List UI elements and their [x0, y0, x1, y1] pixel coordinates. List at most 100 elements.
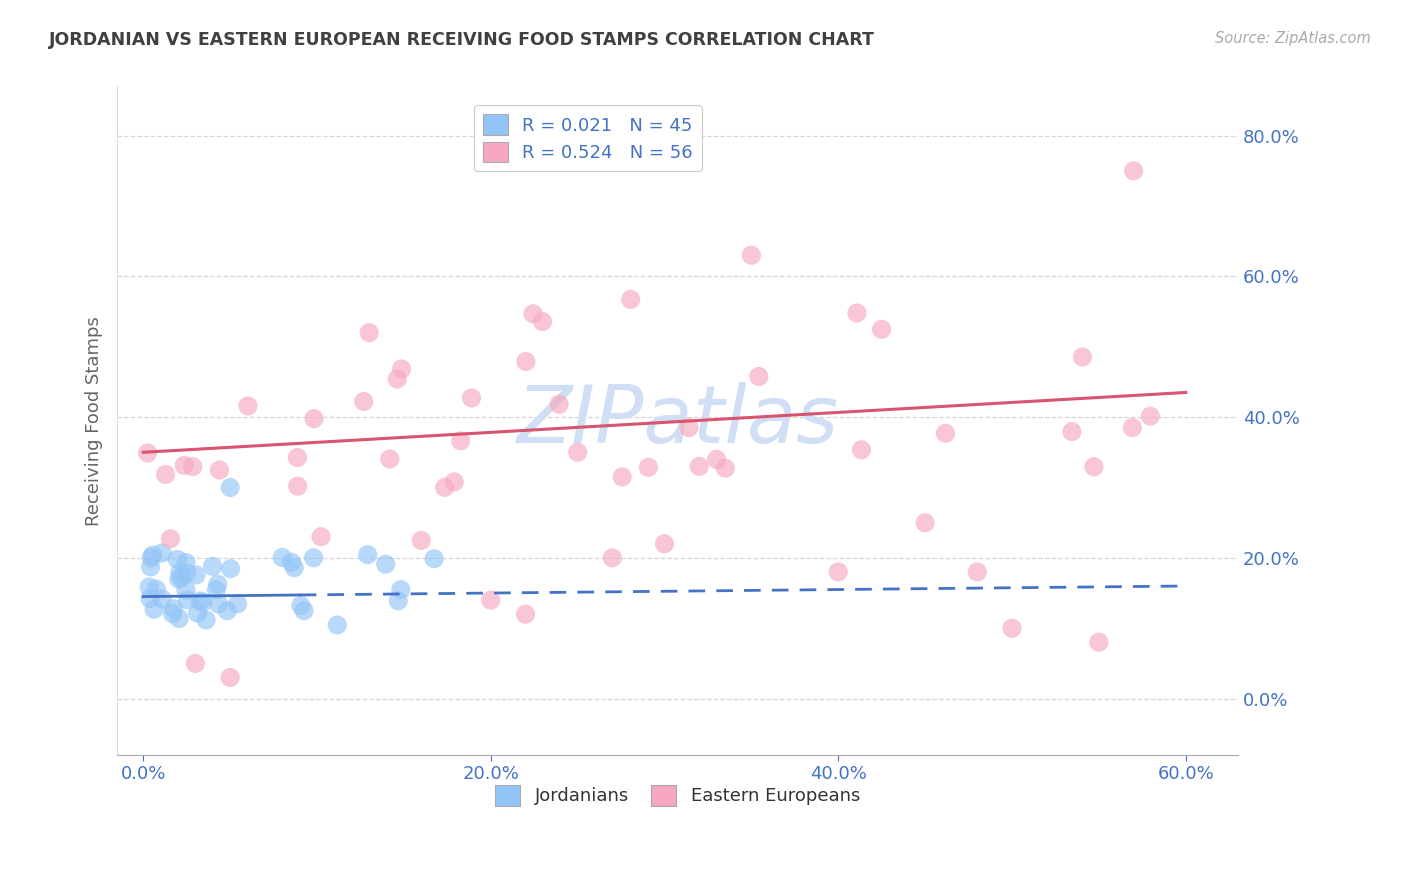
Point — [170, 571, 193, 585]
Point — [167, 611, 190, 625]
Point — [141, 550, 163, 565]
Point — [169, 566, 191, 580]
Point — [138, 580, 160, 594]
Point — [387, 594, 409, 608]
Point — [201, 559, 224, 574]
Point — [1060, 425, 1083, 439]
Point — [176, 592, 198, 607]
Point — [602, 550, 624, 565]
Point — [191, 595, 214, 609]
Point — [143, 602, 166, 616]
Point — [184, 568, 207, 582]
Point — [387, 372, 409, 386]
Point — [740, 248, 762, 262]
Point — [914, 516, 936, 530]
Point — [162, 607, 184, 621]
Point — [181, 459, 204, 474]
Point — [1121, 420, 1143, 434]
Point — [142, 548, 165, 562]
Point — [567, 445, 589, 459]
Point — [353, 394, 375, 409]
Point — [423, 551, 446, 566]
Y-axis label: Receiving Food Stamps: Receiving Food Stamps — [86, 316, 103, 525]
Point — [359, 326, 381, 340]
Point — [966, 565, 988, 579]
Point — [934, 426, 956, 441]
Point — [450, 434, 472, 448]
Point — [851, 442, 873, 457]
Point — [357, 548, 380, 562]
Point — [845, 306, 868, 320]
Point — [226, 597, 249, 611]
Point — [1071, 350, 1094, 364]
Point — [612, 470, 634, 484]
Point — [374, 558, 396, 572]
Point — [479, 593, 502, 607]
Point — [145, 582, 167, 597]
Point — [714, 461, 737, 475]
Point — [326, 618, 349, 632]
Point — [292, 604, 315, 618]
Point — [159, 532, 181, 546]
Point — [208, 463, 231, 477]
Point — [205, 582, 228, 597]
Point — [515, 354, 537, 368]
Point — [515, 607, 537, 622]
Point — [176, 566, 198, 580]
Point — [443, 475, 465, 489]
Point — [433, 480, 456, 494]
Point — [136, 446, 159, 460]
Point — [219, 481, 242, 495]
Point — [548, 397, 571, 411]
Point — [391, 362, 413, 376]
Point — [207, 577, 229, 591]
Point — [637, 460, 659, 475]
Point — [531, 314, 554, 328]
Point — [207, 597, 229, 611]
Point — [217, 604, 239, 618]
Point — [302, 411, 325, 425]
Text: JORDANIAN VS EASTERN EUROPEAN RECEIVING FOOD STAMPS CORRELATION CHART: JORDANIAN VS EASTERN EUROPEAN RECEIVING … — [49, 31, 875, 49]
Point — [219, 671, 242, 685]
Text: Source: ZipAtlas.com: Source: ZipAtlas.com — [1215, 31, 1371, 46]
Point — [870, 322, 893, 336]
Point — [827, 565, 849, 579]
Point — [1122, 163, 1144, 178]
Point — [706, 452, 728, 467]
Point — [280, 555, 302, 569]
Point — [1083, 459, 1105, 474]
Point — [155, 467, 177, 482]
Point — [522, 307, 544, 321]
Point — [287, 450, 309, 465]
Point — [174, 556, 197, 570]
Point — [411, 533, 433, 548]
Point — [150, 546, 173, 560]
Point — [290, 599, 312, 613]
Point — [139, 591, 162, 606]
Point — [188, 594, 211, 608]
Point — [162, 601, 184, 615]
Point — [184, 657, 207, 671]
Point — [283, 560, 305, 574]
Point — [654, 537, 676, 551]
Point — [166, 552, 188, 566]
Point — [1088, 635, 1111, 649]
Point — [139, 559, 162, 574]
Point — [1001, 621, 1024, 635]
Point — [187, 606, 209, 620]
Point — [167, 572, 190, 586]
Point — [302, 550, 325, 565]
Point — [271, 550, 294, 565]
Point — [748, 369, 770, 384]
Point — [287, 479, 309, 493]
Point — [620, 293, 643, 307]
Point — [378, 452, 401, 467]
Point — [688, 459, 710, 474]
Text: ZIPatlas: ZIPatlas — [516, 382, 838, 459]
Point — [219, 562, 242, 576]
Point — [309, 530, 332, 544]
Point — [1139, 409, 1161, 424]
Point — [174, 582, 197, 597]
Point — [460, 391, 482, 405]
Point — [678, 420, 700, 434]
